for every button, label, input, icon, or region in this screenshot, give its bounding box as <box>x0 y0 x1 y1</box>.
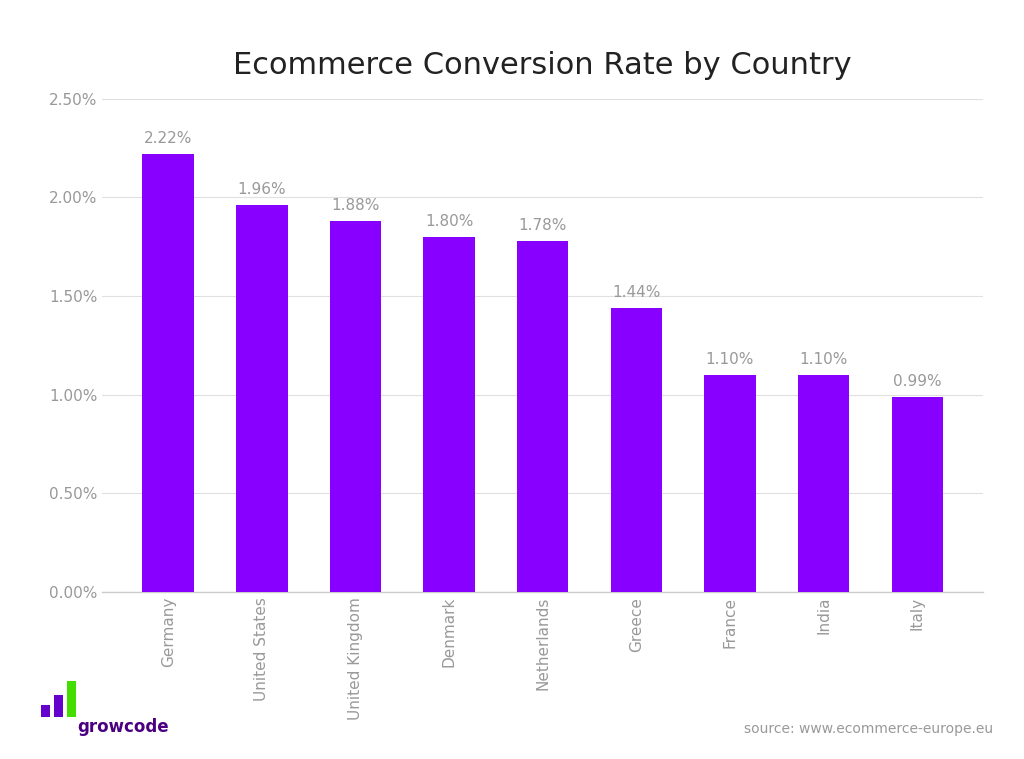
Text: 1.96%: 1.96% <box>238 182 286 197</box>
Bar <box>892 397 943 592</box>
Text: 1.80%: 1.80% <box>425 214 473 229</box>
Text: 1.10%: 1.10% <box>706 352 755 367</box>
Title: Ecommerce Conversion Rate by Country: Ecommerce Conversion Rate by Country <box>233 51 852 80</box>
Bar <box>798 375 849 592</box>
Text: 1.88%: 1.88% <box>331 198 380 213</box>
Bar <box>237 205 288 592</box>
Bar <box>517 241 568 592</box>
Bar <box>142 154 194 592</box>
Bar <box>610 308 663 592</box>
Bar <box>67 681 76 717</box>
Text: 1.10%: 1.10% <box>800 352 848 367</box>
Bar <box>705 375 756 592</box>
Bar <box>423 237 475 592</box>
Text: 0.99%: 0.99% <box>893 373 942 389</box>
Text: source: www.ecommerce-europe.eu: source: www.ecommerce-europe.eu <box>744 723 993 736</box>
Text: 2.22%: 2.22% <box>144 131 193 146</box>
Bar <box>41 704 50 717</box>
Text: growcode: growcode <box>77 718 168 736</box>
Text: 1.44%: 1.44% <box>612 285 660 300</box>
Bar <box>330 221 381 592</box>
Text: 1.78%: 1.78% <box>518 218 567 233</box>
Bar <box>54 695 62 717</box>
